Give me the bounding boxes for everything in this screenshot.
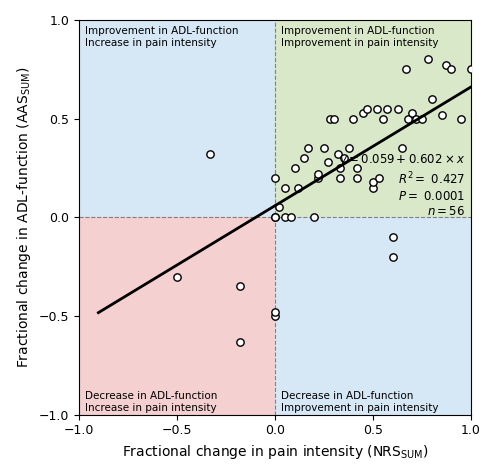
Point bbox=[369, 184, 377, 191]
Point bbox=[340, 154, 348, 162]
Point bbox=[271, 214, 279, 221]
Point bbox=[457, 115, 465, 122]
Point bbox=[310, 214, 318, 221]
Point bbox=[437, 111, 445, 119]
Y-axis label: Fractional change in ADL-function (AAS$_{\rm SUM}$): Fractional change in ADL-function (AAS$_… bbox=[15, 67, 33, 368]
Point bbox=[236, 283, 244, 290]
Point bbox=[349, 115, 357, 122]
Point bbox=[404, 115, 412, 122]
Point bbox=[275, 204, 283, 211]
Point bbox=[271, 174, 279, 182]
Text: Improvement in ADL-function
Improvement in pain intensity: Improvement in ADL-function Improvement … bbox=[281, 26, 438, 48]
Point bbox=[398, 145, 406, 152]
Point bbox=[281, 184, 289, 191]
Point bbox=[402, 66, 410, 73]
Point bbox=[412, 115, 420, 122]
Point bbox=[389, 253, 397, 261]
Point bbox=[291, 164, 299, 172]
Point bbox=[271, 308, 279, 316]
Point bbox=[305, 145, 312, 152]
Point bbox=[424, 56, 432, 63]
X-axis label: Fractional change in pain intensity (NRS$_{\rm SUM}$): Fractional change in pain intensity (NRS… bbox=[122, 443, 428, 461]
Point bbox=[375, 174, 383, 182]
Point bbox=[236, 338, 244, 346]
Point bbox=[336, 164, 344, 172]
Text: Decrease in ADL-function
Increase in pain intensity: Decrease in ADL-function Increase in pai… bbox=[85, 391, 217, 413]
Point bbox=[295, 184, 303, 191]
Point bbox=[383, 105, 391, 113]
Point bbox=[336, 174, 344, 182]
Point bbox=[353, 174, 361, 182]
Point bbox=[330, 115, 338, 122]
Point bbox=[206, 150, 214, 158]
Point bbox=[467, 66, 475, 73]
Point bbox=[320, 145, 328, 152]
Point bbox=[389, 233, 397, 241]
Point bbox=[314, 170, 322, 178]
Point bbox=[326, 115, 334, 122]
Point bbox=[408, 109, 416, 117]
Text: Decrease in ADL-function
Improvement in pain intensity: Decrease in ADL-function Improvement in … bbox=[281, 391, 438, 413]
Point bbox=[394, 105, 402, 113]
Point bbox=[287, 214, 295, 221]
Point bbox=[369, 178, 377, 186]
Point bbox=[359, 109, 367, 117]
Text: $y = 0.059 + 0.602 \times x$
$R^2 = \ 0.427$
$P = \ 0.0001$
$n = 56$: $y = 0.059 + 0.602 \times x$ $R^2 = \ 0.… bbox=[339, 152, 465, 218]
Point bbox=[281, 214, 289, 221]
Point bbox=[271, 214, 279, 221]
Point bbox=[379, 115, 387, 122]
Point bbox=[301, 154, 309, 162]
Point bbox=[346, 145, 354, 152]
Text: Improvement in ADL-function
Increase in pain intensity: Improvement in ADL-function Increase in … bbox=[85, 26, 238, 48]
Point bbox=[314, 174, 322, 182]
Point bbox=[173, 273, 181, 280]
Point bbox=[353, 164, 361, 172]
Point bbox=[363, 105, 371, 113]
Point bbox=[418, 115, 426, 122]
Point bbox=[334, 150, 342, 158]
Point bbox=[441, 61, 449, 69]
Point bbox=[271, 312, 279, 320]
Point bbox=[373, 105, 381, 113]
Point bbox=[447, 66, 455, 73]
Point bbox=[428, 95, 436, 103]
Point bbox=[324, 159, 332, 166]
